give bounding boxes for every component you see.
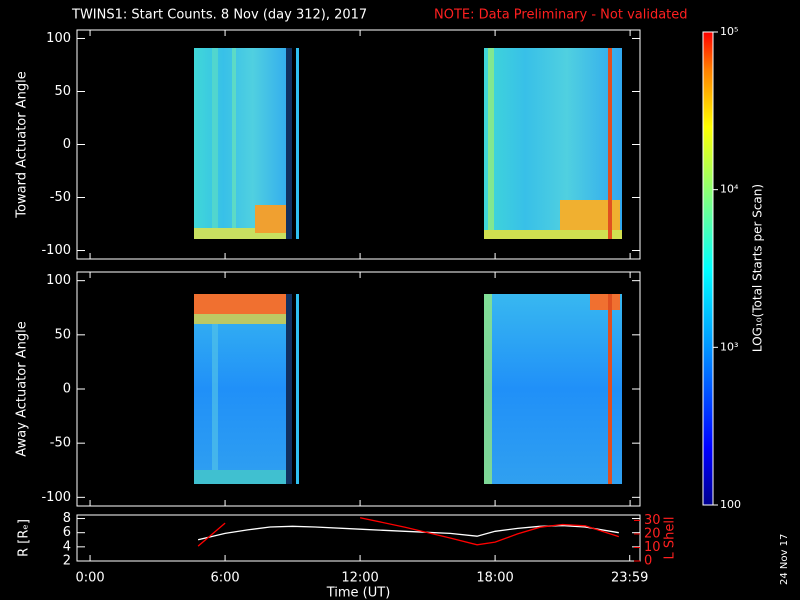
y-axis-label: Toward Actuator Angle	[15, 71, 30, 218]
x-tick-label: 0:00	[75, 571, 104, 586]
spectrogram-top	[194, 48, 622, 239]
y-tick-label: 100	[46, 273, 71, 288]
note: NOTE: Data Preliminary - Not validated	[434, 8, 688, 23]
y-tick-label: -100	[41, 243, 71, 258]
spectrogram-bottom	[194, 294, 622, 484]
y-tick-label: -50	[50, 436, 71, 451]
y-axis-label: Away Actuator Angle	[15, 321, 30, 456]
plot-frame	[76, 514, 641, 562]
colorbar-tick-label: 10⁵	[720, 25, 738, 38]
chart-title: TWINS1: Start Counts. 8 Nov (day 312), 2…	[71, 8, 367, 23]
y-tick-label: 50	[54, 84, 71, 99]
y2-tick-label: 10	[644, 540, 661, 555]
x-tick-label: 18:00	[476, 571, 513, 586]
y-tick-label: 0	[63, 137, 71, 152]
colorbar-tick-label: 10⁴	[720, 183, 739, 196]
y-tick-label: -50	[50, 190, 71, 205]
x-tick-label: 12:00	[341, 571, 378, 586]
colorbar-tick-label: 10³	[720, 340, 738, 353]
colorbar-tick-label: 100	[720, 498, 741, 511]
y-tick-label: 2	[63, 554, 71, 569]
y-tick-label: 6	[63, 525, 71, 540]
y-tick-label: 100	[46, 31, 71, 46]
colorbar	[702, 31, 714, 506]
y-tick-label: 50	[54, 327, 71, 342]
y-tick-label: 8	[63, 511, 71, 526]
y2-axis-label: L Shell	[663, 516, 678, 559]
date-stamp: 24 Nov 17	[779, 534, 790, 585]
colorbar-label: LOG₁₀(Total Starts per Scan)	[751, 184, 765, 352]
x-tick-label: 6:00	[210, 571, 239, 586]
series-line	[197, 517, 619, 547]
y2-tick-label: 0	[644, 554, 652, 569]
x-axis-label: Time (UT)	[326, 586, 391, 600]
y2-tick-label: 30	[644, 513, 661, 528]
y-axis-label: R [Rₑ]	[17, 519, 32, 557]
y-tick-label: -100	[41, 490, 71, 505]
x-tick-label: 23:59	[611, 571, 648, 586]
y2-tick-label: 20	[644, 526, 661, 541]
y-tick-label: 0	[63, 382, 71, 397]
y-tick-label: 4	[63, 539, 71, 554]
